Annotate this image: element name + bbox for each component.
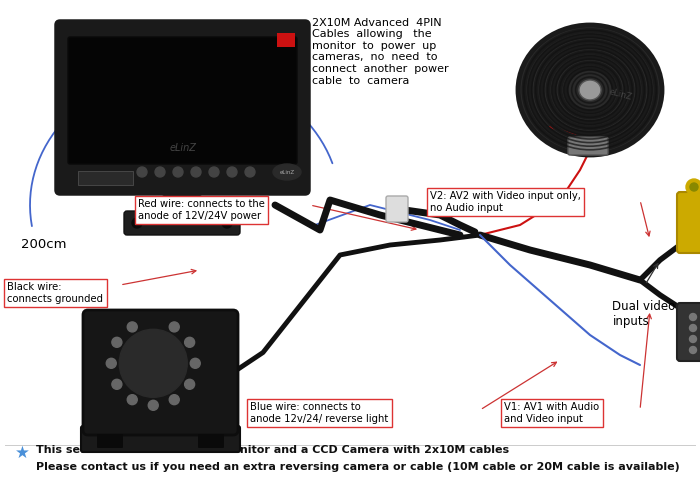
Circle shape xyxy=(690,324,696,332)
Circle shape xyxy=(132,218,142,228)
Text: Red wire: connects to the
anode of 12V/24V power: Red wire: connects to the anode of 12V/2… xyxy=(138,199,265,221)
Circle shape xyxy=(209,167,219,177)
Circle shape xyxy=(169,322,179,332)
Circle shape xyxy=(106,358,116,368)
Circle shape xyxy=(119,330,188,398)
Circle shape xyxy=(690,183,698,191)
FancyBboxPatch shape xyxy=(124,211,240,235)
Circle shape xyxy=(690,346,696,354)
Circle shape xyxy=(690,336,696,342)
FancyBboxPatch shape xyxy=(568,137,608,155)
Text: Black wire:
connects grounded: Black wire: connects grounded xyxy=(7,282,103,304)
Ellipse shape xyxy=(273,164,301,180)
Ellipse shape xyxy=(579,80,601,100)
FancyBboxPatch shape xyxy=(83,310,238,435)
Circle shape xyxy=(169,394,179,404)
FancyBboxPatch shape xyxy=(81,426,240,452)
FancyBboxPatch shape xyxy=(677,303,700,361)
Circle shape xyxy=(112,380,122,390)
Text: V1: AV1 with Audio
and Video input: V1: AV1 with Audio and Video input xyxy=(504,402,599,424)
Circle shape xyxy=(147,358,160,370)
Circle shape xyxy=(190,358,200,368)
Circle shape xyxy=(222,218,232,228)
Text: ★: ★ xyxy=(15,444,29,462)
Circle shape xyxy=(690,314,696,320)
Circle shape xyxy=(686,179,700,195)
Circle shape xyxy=(127,322,137,332)
Bar xyxy=(277,33,295,47)
Circle shape xyxy=(191,167,201,177)
Circle shape xyxy=(185,338,195,347)
Text: V2: AV2 with Video input only,
no Audio input: V2: AV2 with Video input only, no Audio … xyxy=(430,191,581,213)
Circle shape xyxy=(112,338,122,347)
Text: 2X10M Advanced  4PIN
Cables  allowing   the
monitor  to  power  up
cameras,  no : 2X10M Advanced 4PIN Cables allowing the … xyxy=(312,18,448,86)
Circle shape xyxy=(245,167,255,177)
Circle shape xyxy=(173,167,183,177)
Circle shape xyxy=(127,394,137,404)
Text: 200cm: 200cm xyxy=(21,238,66,252)
FancyBboxPatch shape xyxy=(198,434,224,448)
Text: eLinZ: eLinZ xyxy=(608,88,633,102)
FancyBboxPatch shape xyxy=(68,37,297,164)
Circle shape xyxy=(227,167,237,177)
FancyBboxPatch shape xyxy=(677,192,700,253)
Ellipse shape xyxy=(518,25,662,155)
Text: This set comes with a 7" LCD monitor and a CCD Camera with 2x10M cables: This set comes with a 7" LCD monitor and… xyxy=(36,445,509,455)
Bar xyxy=(78,171,133,185)
FancyBboxPatch shape xyxy=(386,196,408,222)
Circle shape xyxy=(185,380,195,390)
Text: eLinZ: eLinZ xyxy=(279,170,295,174)
Circle shape xyxy=(148,400,158,410)
Circle shape xyxy=(155,167,165,177)
FancyBboxPatch shape xyxy=(97,434,123,448)
Circle shape xyxy=(137,167,147,177)
Text: Dual video
inputs: Dual video inputs xyxy=(612,300,676,328)
Text: Blue wire: connects to
anode 12v/24/ reverse light: Blue wire: connects to anode 12v/24/ rev… xyxy=(250,402,388,424)
Text: eLinZ: eLinZ xyxy=(169,143,196,153)
Circle shape xyxy=(139,348,168,378)
Circle shape xyxy=(130,340,177,388)
Text: Please contact us if you need an extra reversing camera or cable (10M cable or 2: Please contact us if you need an extra r… xyxy=(36,462,680,472)
FancyBboxPatch shape xyxy=(56,21,309,194)
